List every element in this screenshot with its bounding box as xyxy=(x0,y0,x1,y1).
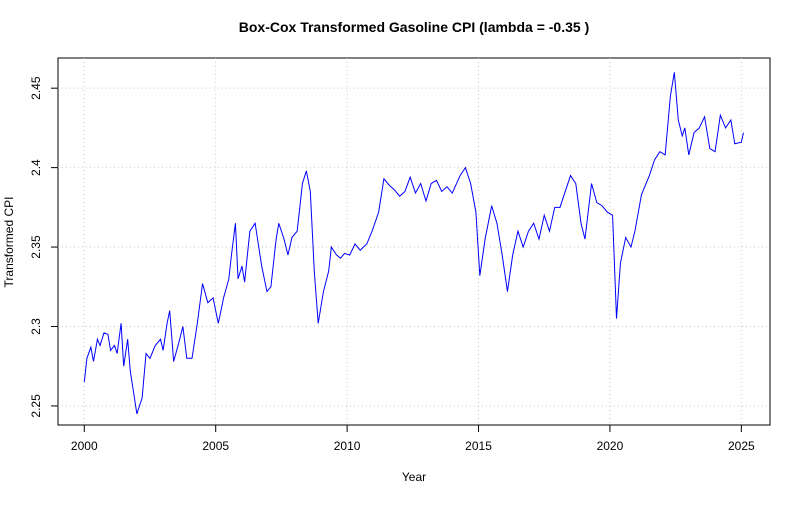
chart-title: Box-Cox Transformed Gasoline CPI (lambda… xyxy=(239,19,589,35)
x-tick-label: 2010 xyxy=(334,439,361,453)
data-line xyxy=(83,72,744,415)
x-tick-label: 2020 xyxy=(597,439,624,453)
y-tick-label: 2.4 xyxy=(29,159,43,176)
y-tick-label: 2.45 xyxy=(29,76,43,100)
y-tick-label: 2.3 xyxy=(29,318,43,335)
y-tick-label: 2.25 xyxy=(29,394,43,418)
x-tick-label: 2005 xyxy=(202,439,229,453)
y-axis-label: Transformed CPI xyxy=(2,197,16,288)
x-tick-label: 2015 xyxy=(465,439,492,453)
plot-frame xyxy=(57,57,771,426)
x-tick-label: 2000 xyxy=(71,439,98,453)
x-axis-label: Year xyxy=(402,470,426,484)
x-tick-label: 2025 xyxy=(728,439,755,453)
y-tick-label: 2.35 xyxy=(29,235,43,259)
